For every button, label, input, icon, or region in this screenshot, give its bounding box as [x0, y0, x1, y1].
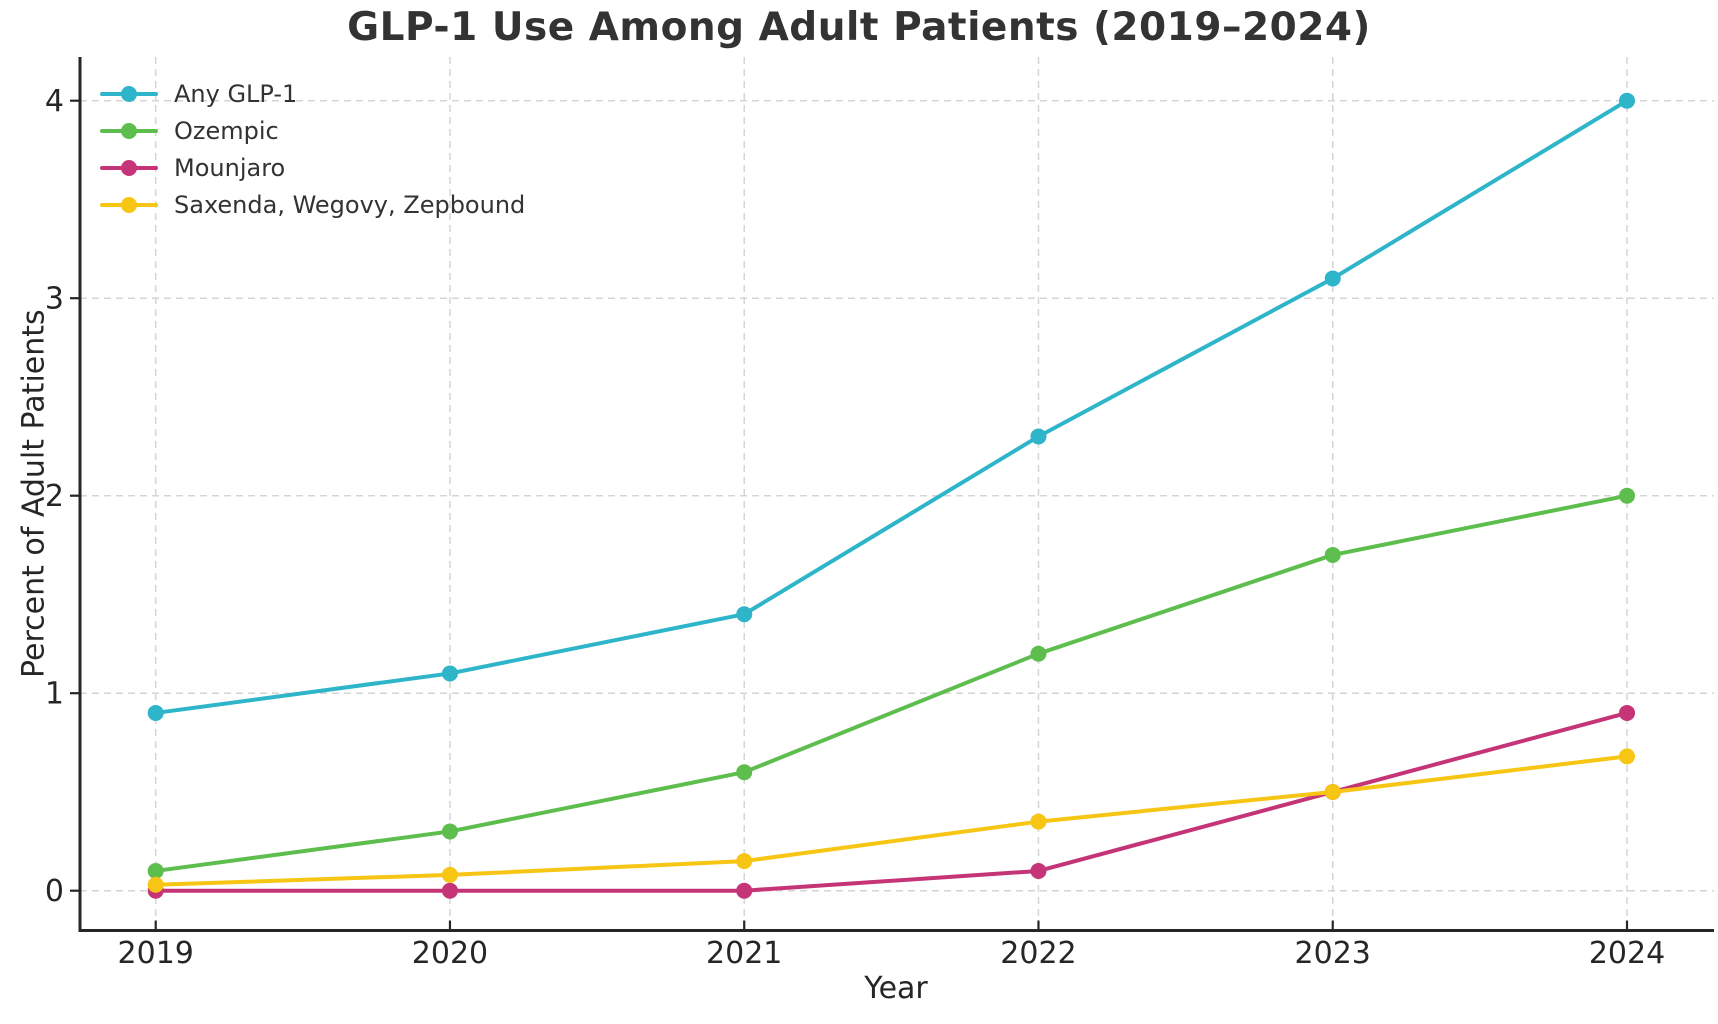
- legend-item-ozempic: Ozempic: [100, 112, 525, 149]
- data-point-saxenda-wegovy-zepbound-2020: [441, 866, 458, 883]
- data-point-mounjaro-2022: [1030, 862, 1047, 879]
- data-point-mounjaro-2020: [441, 882, 458, 899]
- x-tick-label: 2019: [118, 936, 194, 971]
- legend-swatch-icon: [100, 122, 158, 139]
- legend: Any GLP-1 Ozempic Mounjaro Saxenda, Wegovy,…: [100, 75, 525, 223]
- data-point-mounjaro-2021: [736, 882, 753, 899]
- legend-item-label: Saxenda, Wegovy, Zepbound: [174, 190, 526, 219]
- x-axis-label: Year: [864, 971, 928, 1006]
- series-line-any-glp-1: [153, 98, 1629, 715]
- y-tick-label: 3: [45, 282, 64, 317]
- x-tick-label: 2021: [706, 936, 782, 971]
- data-point-ozempic-2019: [147, 862, 164, 879]
- legend-swatch-icon: [100, 159, 158, 176]
- legend-item-label: Any GLP-1: [174, 79, 298, 108]
- x-tick-label: 2024: [1589, 936, 1665, 971]
- data-point-ozempic-2023: [1324, 546, 1341, 563]
- y-tick-label: 1: [45, 677, 64, 712]
- data-point-saxenda-wegovy-zepbound-2021: [736, 853, 753, 870]
- legend-item-mounjaro: Mounjaro: [100, 149, 525, 186]
- data-point-saxenda-wegovy-zepbound-2023: [1324, 783, 1341, 800]
- data-point-any-glp-1-2020: [441, 665, 458, 682]
- y-tick-label: 2: [45, 479, 64, 514]
- data-point-any-glp-1-2024: [1619, 92, 1635, 109]
- legend-marker-sample: [121, 196, 137, 213]
- data-point-mounjaro-2024: [1619, 704, 1635, 721]
- data-point-any-glp-1-2022: [1030, 428, 1047, 445]
- x-tick-label: 2023: [1295, 936, 1371, 971]
- data-point-saxenda-wegovy-zepbound-2019: [147, 876, 164, 893]
- data-point-ozempic-2020: [441, 823, 458, 840]
- legend-item-saxenda-wegovy-zepbound: Saxenda, Wegovy, Zepbound: [100, 186, 525, 223]
- legend-item-label: Ozempic: [174, 116, 279, 145]
- data-point-ozempic-2022: [1030, 645, 1047, 662]
- legend-marker-sample: [121, 85, 137, 102]
- data-point-any-glp-1-2021: [736, 606, 753, 623]
- y-axis-label: Percent of Adult Patients: [16, 309, 52, 679]
- legend-item-any-glp-1: Any GLP-1: [100, 75, 525, 112]
- data-point-any-glp-1-2019: [147, 704, 164, 721]
- data-point-saxenda-wegovy-zepbound-2024: [1619, 748, 1635, 765]
- chart-title: GLP-1 Use Among Adult Patients (2019–202…: [347, 5, 1371, 50]
- y-tick-label: 4: [45, 84, 64, 119]
- legend-item-label: Mounjaro: [174, 153, 286, 182]
- legend-swatch-icon: [100, 196, 158, 213]
- series-line-saxenda-wegovy-zepbound: [153, 754, 1629, 887]
- data-point-any-glp-1-2023: [1324, 270, 1341, 287]
- x-tick-label: 2020: [412, 936, 488, 971]
- x-tick-label: 2022: [1000, 936, 1076, 971]
- data-point-ozempic-2024: [1619, 487, 1635, 504]
- series-line-mounjaro: [153, 710, 1629, 893]
- legend-swatch-icon: [100, 85, 158, 102]
- legend-marker-sample: [121, 122, 137, 139]
- legend-marker-sample: [121, 159, 137, 176]
- data-point-saxenda-wegovy-zepbound-2022: [1030, 813, 1047, 830]
- y-tick-label: 0: [45, 874, 64, 909]
- series-line-ozempic: [153, 493, 1629, 873]
- data-point-ozempic-2021: [736, 764, 753, 781]
